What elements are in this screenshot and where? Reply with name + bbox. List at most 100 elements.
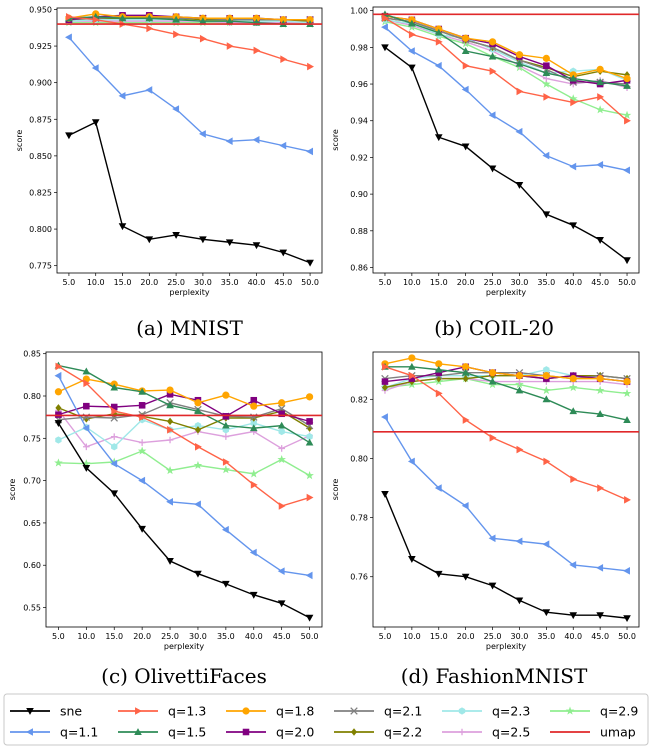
data-point (91, 119, 100, 127)
x-tick-label: 25.0 (484, 278, 502, 287)
data-point (54, 420, 63, 427)
legend-label: sne (60, 704, 82, 719)
data-point (408, 64, 416, 72)
data-point (167, 417, 174, 426)
data-point (516, 87, 524, 96)
data-point (569, 222, 578, 230)
chart-panel-1: 5.0 10.0 15.0 20.0 25.0 30.0 35.0 40.0 45.0 50.0 0… (15, 5, 323, 340)
legend-label: q=2.0 (276, 725, 314, 740)
legend-marker (350, 728, 358, 736)
data-point (408, 371, 416, 380)
x-tick-label: 30.0 (511, 632, 529, 641)
data-point (568, 94, 578, 103)
legend-label: q=2.9 (600, 704, 638, 719)
legend-marker (242, 707, 250, 715)
data-point (222, 413, 230, 420)
legend-label: q=2.3 (492, 704, 530, 719)
data-point (54, 388, 63, 396)
series-line (68, 121, 311, 264)
y-tick-label: 0.85 (23, 350, 41, 359)
data-point (222, 391, 230, 399)
data-point (222, 580, 230, 588)
data-point (569, 375, 577, 383)
data-point (138, 525, 146, 533)
data-point (407, 457, 415, 466)
y-tick-label: 0.65 (23, 519, 41, 528)
data-point (194, 399, 202, 407)
data-point (569, 162, 577, 171)
data-point (118, 14, 127, 22)
x-tick-label: 5.0 (52, 632, 65, 641)
legend-label: q=2.1 (384, 704, 422, 719)
data-point (543, 366, 550, 374)
data-point (542, 395, 551, 403)
data-point (252, 242, 261, 250)
data-point (305, 393, 314, 401)
legend-marker (135, 707, 142, 715)
x-tick-label: 45.0 (274, 278, 292, 287)
data-point (222, 458, 230, 466)
y-tick-label: 0.75 (23, 434, 41, 443)
data-point (278, 445, 285, 452)
data-point (146, 24, 154, 33)
data-point (516, 445, 524, 454)
series-q=1.3 (382, 362, 631, 504)
y-tick-label: 1.00 (350, 7, 368, 16)
x-axis-label: perplexity (486, 642, 526, 651)
series-line (384, 493, 628, 619)
data-point (222, 433, 230, 440)
data-point (166, 436, 174, 444)
y-tick-label: 0.90 (350, 190, 368, 199)
data-point (595, 385, 605, 395)
data-point (137, 446, 147, 455)
data-point (92, 15, 100, 24)
legend-label: q=1.3 (168, 704, 206, 719)
data-point (145, 14, 154, 22)
data-point (82, 424, 90, 432)
panel-caption: (d) FashionMNIST (401, 664, 588, 688)
x-tick-label: 35.0 (217, 632, 235, 641)
legend-label: q=2.2 (384, 725, 422, 740)
plot-frame (45, 351, 323, 628)
data-point (277, 454, 286, 464)
y-axis-label: score (331, 129, 340, 151)
data-point (515, 537, 523, 546)
data-point (542, 385, 551, 395)
y-tick-label: 0.800 (29, 225, 52, 234)
data-point (249, 469, 259, 478)
data-point (166, 386, 174, 394)
legend-marker (458, 728, 466, 736)
data-point (542, 151, 550, 160)
legend-entry-q=2.3: q=2.3 (442, 704, 530, 719)
series-line (384, 357, 628, 383)
x-tick-label: 25.0 (484, 632, 502, 641)
data-point (435, 38, 443, 46)
series-line (384, 17, 628, 122)
data-point (570, 98, 578, 107)
legend-marker (242, 728, 250, 736)
data-point (382, 14, 389, 22)
data-point (280, 55, 288, 64)
data-point (622, 388, 632, 398)
data-point (55, 404, 62, 412)
data-point (111, 407, 119, 416)
data-point (408, 19, 416, 27)
data-point (434, 134, 443, 142)
data-point (279, 141, 287, 150)
data-point (225, 239, 234, 247)
series-q=2.9 (54, 446, 314, 480)
data-point (568, 382, 578, 392)
series-q=1.1 (54, 371, 313, 580)
data-point (138, 387, 146, 395)
data-point (381, 490, 389, 498)
x-tick-label: 5.0 (63, 278, 76, 287)
data-point (65, 33, 72, 42)
series-line (384, 366, 628, 421)
data-point (83, 379, 91, 388)
data-point (195, 442, 202, 451)
x-tick-label: 10.0 (403, 278, 421, 287)
data-point (595, 105, 605, 114)
x-tick-label: 5.0 (379, 278, 392, 287)
series-line (58, 450, 310, 477)
